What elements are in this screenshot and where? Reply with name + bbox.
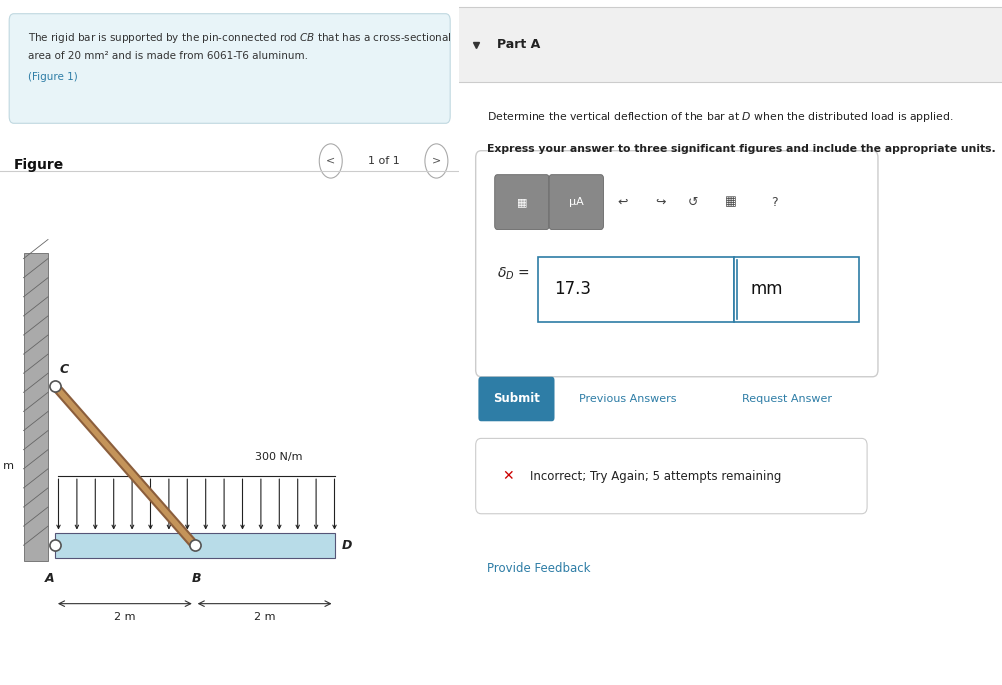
Text: Previous Answers: Previous Answers <box>578 394 675 403</box>
Text: 2 m: 2 m <box>254 612 276 621</box>
Text: ✕: ✕ <box>502 469 514 483</box>
Text: ▦: ▦ <box>724 196 736 208</box>
Text: μA: μA <box>568 197 583 207</box>
Text: ↪: ↪ <box>654 196 665 208</box>
Text: 2 m: 2 m <box>114 612 135 621</box>
FancyBboxPatch shape <box>733 257 858 322</box>
Text: B: B <box>191 573 200 586</box>
Text: Figure: Figure <box>14 158 64 171</box>
FancyBboxPatch shape <box>23 253 48 561</box>
FancyBboxPatch shape <box>9 14 450 123</box>
FancyBboxPatch shape <box>475 438 866 514</box>
Text: 1 of 1: 1 of 1 <box>368 156 399 166</box>
Text: Request Answer: Request Answer <box>741 394 832 403</box>
Text: C: C <box>60 363 69 376</box>
Text: Express your answer to three significant figures and include the appropriate uni: Express your answer to three significant… <box>486 144 994 154</box>
Text: 300 N/m: 300 N/m <box>255 452 302 462</box>
Text: ↺: ↺ <box>687 196 697 208</box>
Text: Submit: Submit <box>493 393 539 405</box>
Text: Provide Feedback: Provide Feedback <box>486 562 589 575</box>
Circle shape <box>319 144 342 178</box>
FancyBboxPatch shape <box>494 175 548 229</box>
Text: The rigid bar is supported by the pin-connected rod $CB$ that has a cross-sectio: The rigid bar is supported by the pin-co… <box>27 31 451 45</box>
Text: ▦: ▦ <box>516 197 527 207</box>
FancyBboxPatch shape <box>548 175 603 229</box>
Text: Incorrect; Try Again; 5 attempts remaining: Incorrect; Try Again; 5 attempts remaini… <box>529 470 781 482</box>
FancyBboxPatch shape <box>55 532 335 558</box>
Text: $\delta_D$ =: $\delta_D$ = <box>497 266 530 282</box>
Text: Part A: Part A <box>497 38 540 51</box>
Text: ?: ? <box>771 196 778 208</box>
Text: mm: mm <box>749 280 782 298</box>
Text: >: > <box>431 156 441 166</box>
FancyBboxPatch shape <box>538 257 733 322</box>
Text: 1.5 m: 1.5 m <box>0 460 14 471</box>
Circle shape <box>425 144 448 178</box>
Text: A: A <box>44 573 54 586</box>
Text: Determine the vertical deflection of the bar at $D$ when the distributed load is: Determine the vertical deflection of the… <box>486 110 952 123</box>
Text: 17.3: 17.3 <box>554 280 591 298</box>
FancyBboxPatch shape <box>478 377 554 421</box>
Text: area of 20 mm² and is made from 6061-T6 aluminum.: area of 20 mm² and is made from 6061-T6 … <box>27 51 308 62</box>
FancyBboxPatch shape <box>475 151 877 377</box>
Text: D: D <box>341 539 352 551</box>
Text: <: < <box>326 156 335 166</box>
Text: (Figure 1): (Figure 1) <box>27 72 77 82</box>
Text: ↩: ↩ <box>616 196 627 208</box>
FancyBboxPatch shape <box>459 7 1002 82</box>
